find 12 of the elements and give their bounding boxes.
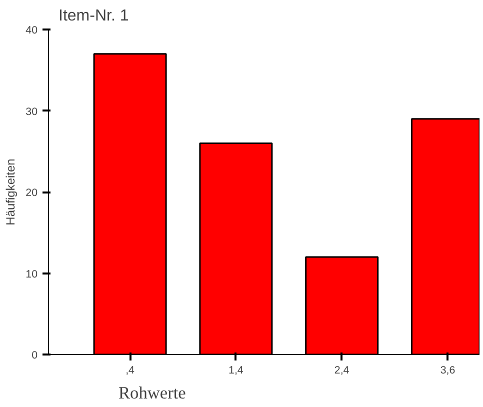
chart-title: Item-Nr. 1 (58, 8, 129, 24)
y-tick-label: 0 (32, 350, 38, 362)
y-tick-label: 30 (26, 106, 38, 118)
x-tick-label: 2,4 (334, 364, 350, 376)
y-tick-label: 10 (26, 268, 38, 280)
x-tick-label: 1,4 (228, 364, 244, 376)
x-axis-title: Rohwerte (118, 384, 186, 402)
y-tick-label: 20 (26, 187, 38, 199)
x-tick-label: 3,6 (440, 364, 456, 376)
x-tick-label: ,4 (126, 364, 135, 376)
y-tick-label: 40 (26, 24, 38, 36)
y-axis-title: Häufigkeiten (4, 158, 18, 226)
